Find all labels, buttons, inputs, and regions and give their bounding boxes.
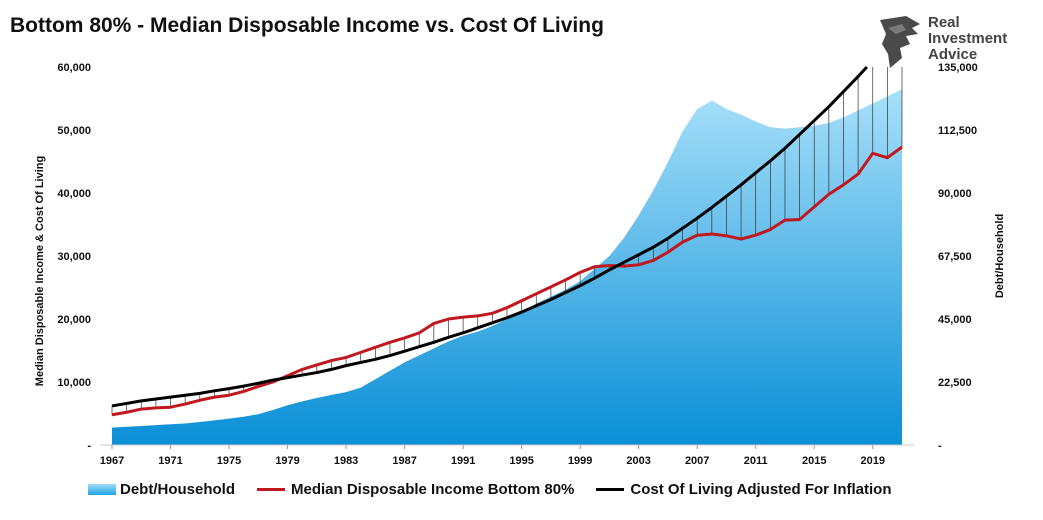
x-tick-label: 2011 bbox=[744, 455, 768, 467]
y-tick-label: 40,000 bbox=[57, 188, 91, 200]
y2-tick-label: 67,500 bbox=[938, 251, 972, 263]
logo-line-1: Real bbox=[928, 14, 960, 31]
chart-canvas: 1967 1971 1975 1979 1983 1987 1991 1995 1999 2003… bbox=[34, 62, 1006, 467]
x-tick-label: 1975 bbox=[217, 455, 241, 467]
x-tick-label: 1971 bbox=[158, 455, 182, 467]
x-tick-label: 1999 bbox=[568, 455, 592, 467]
y2-tick-label: 22,500 bbox=[938, 377, 972, 389]
y-axis-title: Median Disposable Income & Cost Of Livin… bbox=[34, 156, 46, 386]
brand-logo: Real Investment Advice bbox=[876, 12, 1036, 74]
x-tick-label: 2019 bbox=[860, 455, 884, 467]
debt-area-layer bbox=[112, 89, 902, 446]
logo-line-3: Advice bbox=[928, 46, 978, 63]
logo-line-2: Investment bbox=[928, 30, 1008, 47]
y-tick-label: - bbox=[87, 440, 91, 452]
debt-area bbox=[112, 89, 902, 446]
y-tick-label: 30,000 bbox=[57, 251, 91, 263]
y-tick-label: 50,000 bbox=[57, 125, 91, 137]
x-tick-label: 2007 bbox=[685, 455, 709, 467]
legend-item-income: Median Disposable Income Bottom 80% bbox=[257, 481, 574, 498]
legend: Debt/Household Median Disposable Income … bbox=[88, 478, 913, 500]
y2-tick-label: 112,500 bbox=[938, 125, 977, 137]
income-line bbox=[111, 145, 903, 417]
legend-label-cost: Cost Of Living Adjusted For Inflation bbox=[630, 480, 892, 498]
y2-tick-label: 45,000 bbox=[938, 314, 972, 326]
chart-title: Bottom 80% - Median Disposable Income vs… bbox=[10, 14, 604, 37]
legend-swatch-debt bbox=[88, 483, 116, 495]
eagle-icon bbox=[880, 16, 920, 68]
x-tick-label: 1995 bbox=[509, 455, 533, 467]
y-tick-label: 60,000 bbox=[57, 62, 91, 74]
y-tick-label: 10,000 bbox=[57, 377, 91, 389]
x-tick-label: 2015 bbox=[802, 455, 826, 467]
series-lines-layer bbox=[111, 65, 903, 417]
legend-swatch-income bbox=[257, 487, 285, 491]
y2-tick-label: 90,000 bbox=[938, 188, 972, 200]
y2-tick-label: - bbox=[938, 440, 942, 452]
cost-line bbox=[111, 65, 868, 408]
legend-item-cost: Cost Of Living Adjusted For Inflation bbox=[596, 481, 891, 498]
x-tick-label: 1991 bbox=[451, 455, 475, 467]
legend-label-debt: Debt/Household bbox=[120, 480, 235, 498]
x-tick-label: 2003 bbox=[626, 455, 650, 467]
x-tick-label: 1987 bbox=[392, 455, 416, 467]
x-tick-label: 1983 bbox=[334, 455, 358, 467]
y2-axis-title: Debt/Household bbox=[994, 214, 1006, 298]
y-tick-label: 20,000 bbox=[57, 314, 91, 326]
y2-tick-label: 135,000 bbox=[938, 62, 978, 74]
x-tick-label: 1979 bbox=[275, 455, 299, 467]
legend-label-income: Median Disposable Income Bottom 80% bbox=[291, 480, 575, 498]
legend-swatch-cost bbox=[596, 487, 625, 491]
legend-item-debt: Debt/Household bbox=[88, 481, 235, 498]
axes-layer: 1967 1971 1975 1979 1983 1987 1991 1995 1999 2003… bbox=[34, 62, 1006, 467]
x-tick-label: 1967 bbox=[100, 455, 124, 467]
